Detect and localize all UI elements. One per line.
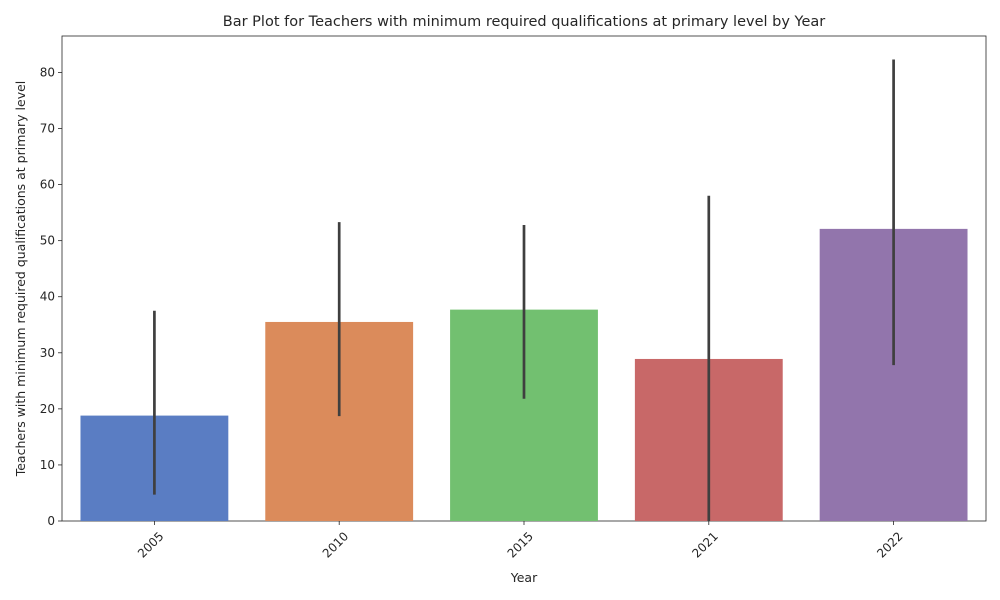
x-tick-label: 2005: [135, 529, 166, 560]
y-tick-label: 20: [40, 402, 55, 416]
y-tick-label: 30: [40, 346, 55, 360]
y-axis-ticks: 0 10 20 30 40 50 60 70 80: [40, 65, 62, 528]
x-axis-label: Year: [510, 570, 538, 585]
x-tick-label: 2015: [505, 529, 536, 560]
x-axis-ticks: 2005 2010 2015 2021 2022: [135, 521, 906, 561]
y-tick-label: 80: [40, 65, 55, 79]
y-tick-label: 60: [40, 178, 55, 192]
chart-title: Bar Plot for Teachers with minimum requi…: [223, 14, 825, 30]
x-tick-label: 2010: [320, 529, 351, 560]
y-axis-label: Teachers with minimum required qualifica…: [13, 81, 28, 478]
y-tick-label: 10: [40, 458, 55, 472]
y-tick-label: 50: [40, 234, 55, 248]
x-tick-label: 2021: [689, 529, 720, 560]
y-tick-label: 70: [40, 122, 55, 136]
x-tick-label: 2022: [874, 529, 905, 560]
y-tick-label: 40: [40, 290, 55, 304]
error-bars: [153, 59, 895, 521]
y-tick-label: 0: [47, 514, 55, 528]
plot-area: 0 10 20 30 40 50 60 70 80 2005 2010 2015 2021 2022: [40, 35, 987, 561]
